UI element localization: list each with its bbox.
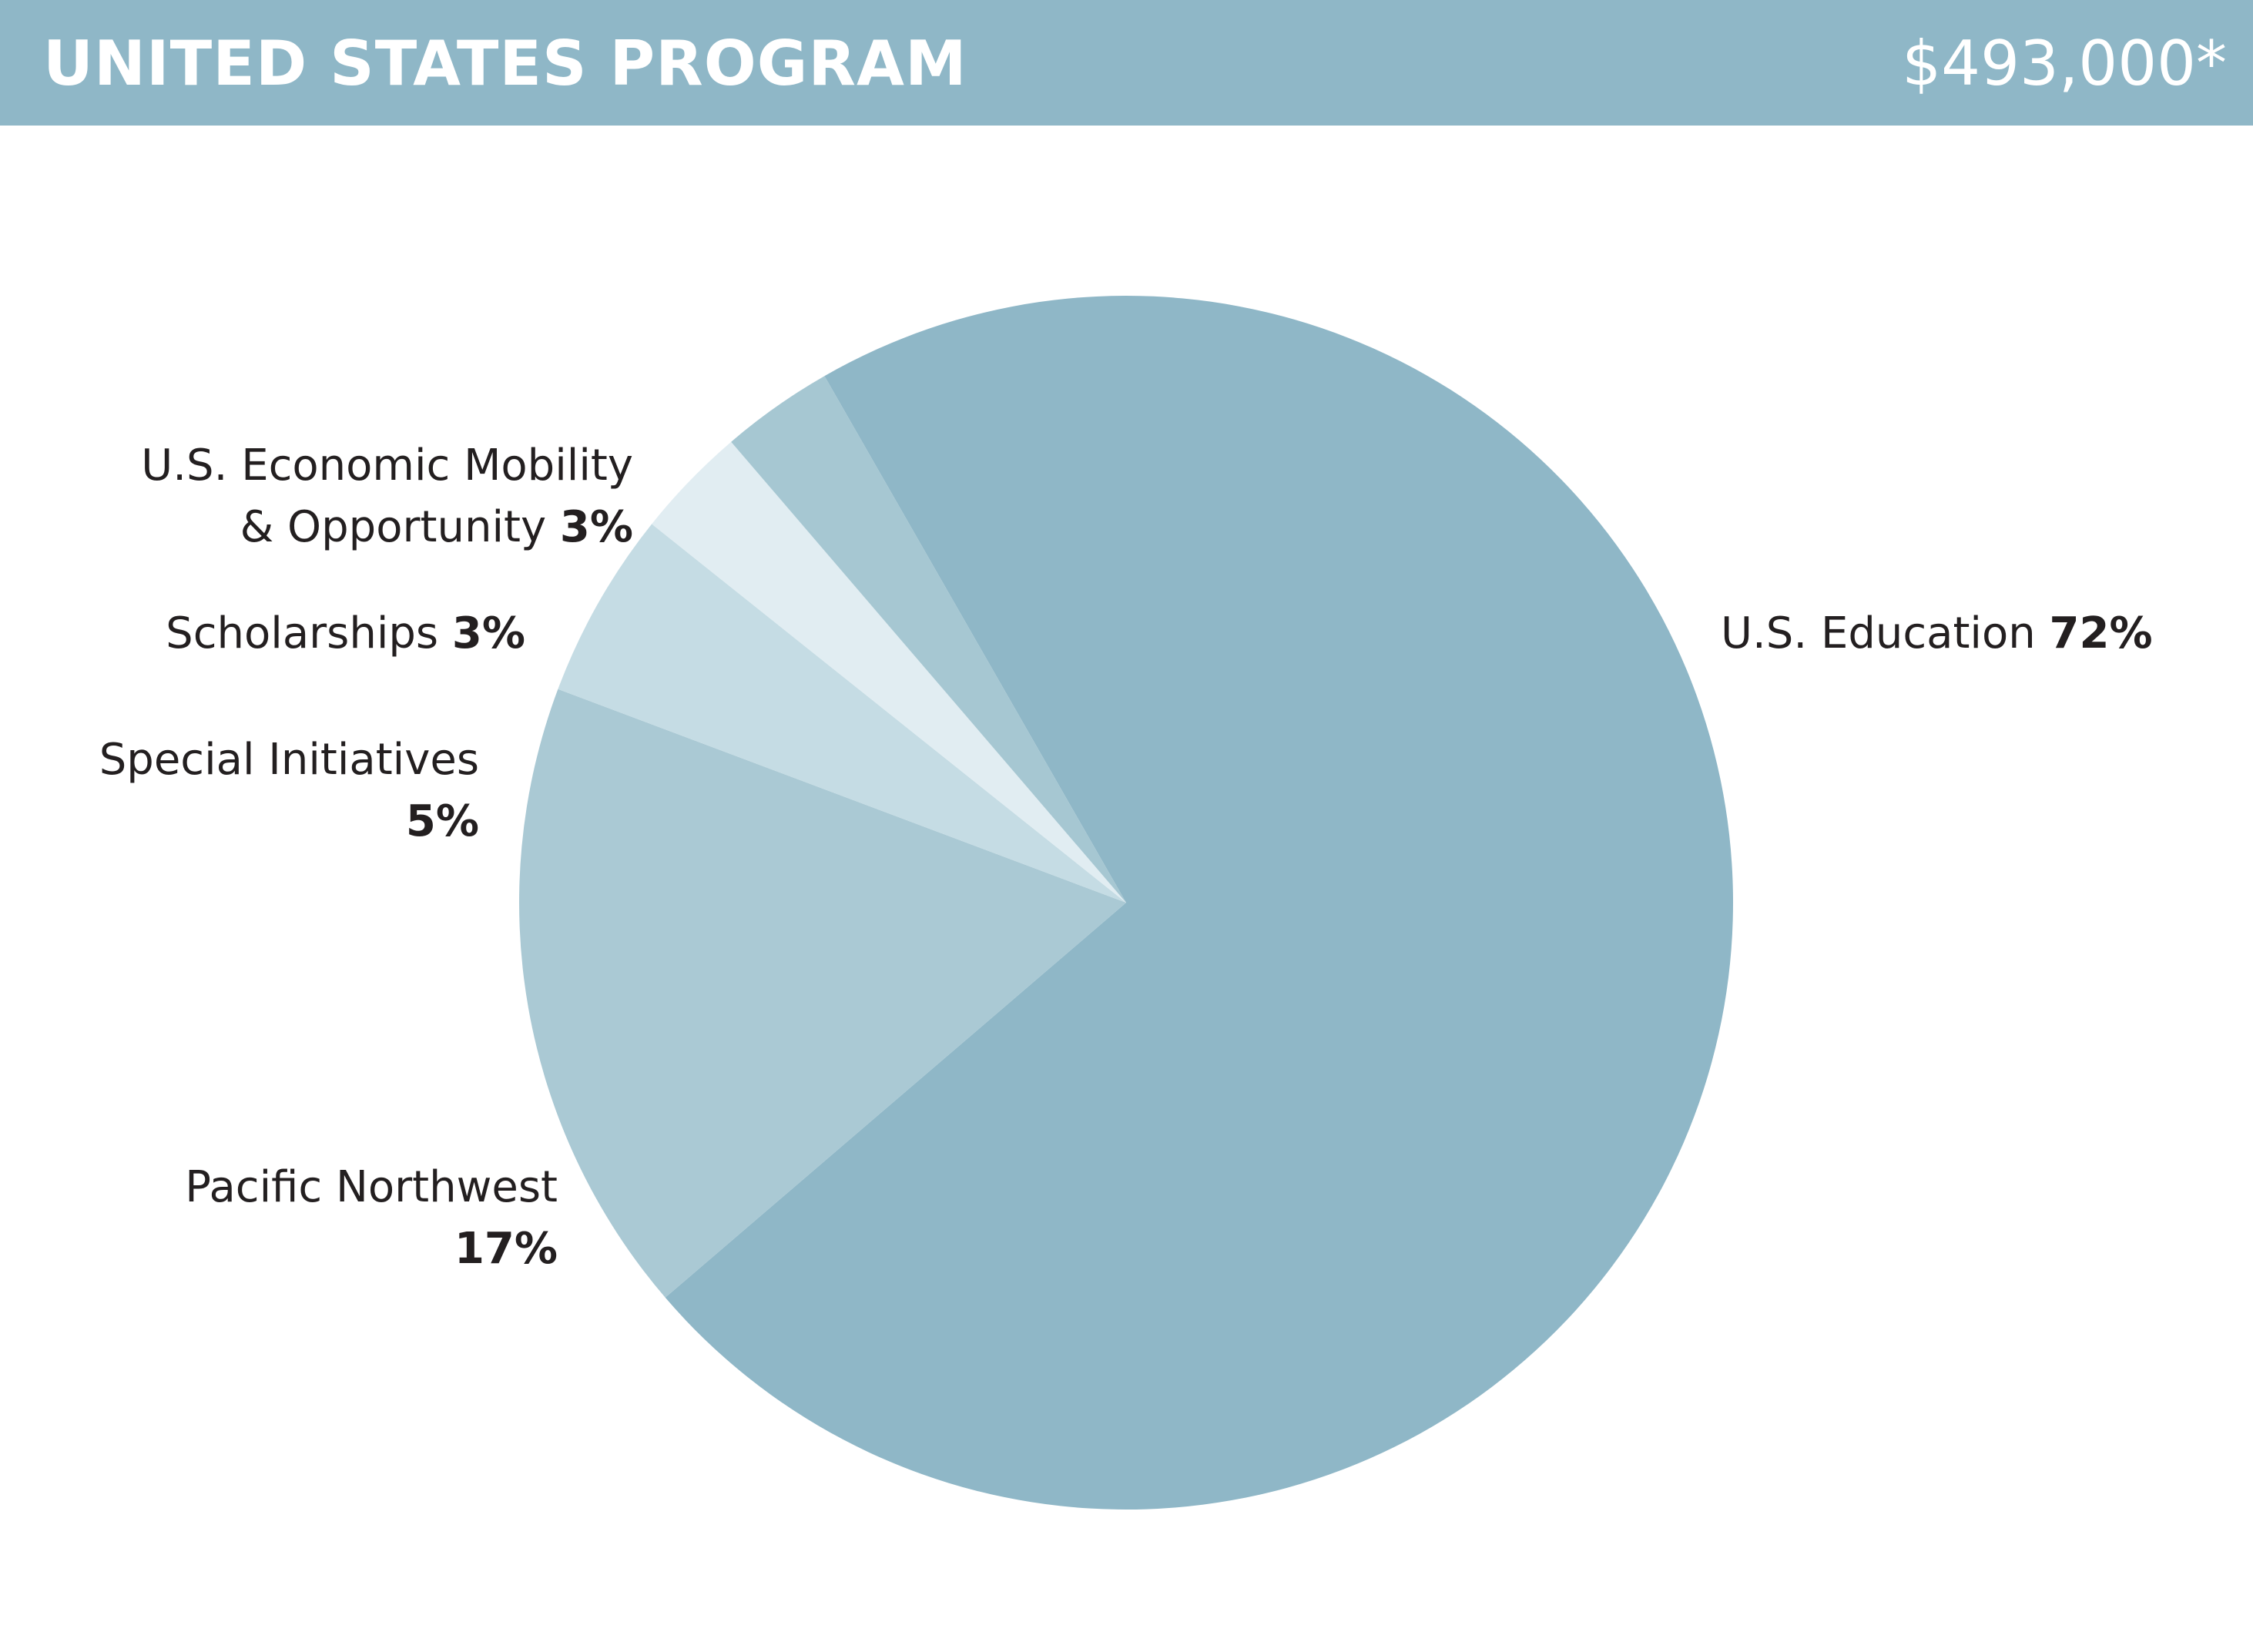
label-special-initiatives: Special Initiatives 5% (99, 729, 479, 853)
pie-slice-pacific-northwest (519, 689, 1126, 1298)
label-special-initiatives-pct: 5% (405, 796, 479, 846)
label-special-initiatives-name: Special Initiatives (99, 735, 479, 785)
header-bar: UNITED STATES PROGRAM $493,000* (0, 0, 2253, 126)
label-pacific-northwest-pct: 17% (454, 1224, 558, 1274)
label-pacific-northwest-name: Pacific Northwest (185, 1162, 558, 1212)
label-pacific-northwest: Pacific Northwest 17% (185, 1157, 558, 1280)
label-economic-mobility-pct: 3% (559, 502, 633, 552)
program-total-amount: $493,000* (1902, 28, 2227, 99)
label-economic-mobility-line2: & Opportunity (240, 502, 547, 552)
label-economic-mobility: U.S. Economic Mobility & Opportunity 3% (141, 435, 633, 558)
page-title: UNITED STATES PROGRAM (43, 28, 967, 99)
pie-slice-scholarships (652, 441, 1126, 903)
label-scholarships: Scholarships 3% (166, 603, 525, 665)
label-us-education-name: U.S. Education (1721, 608, 2036, 658)
label-scholarships-name: Scholarships (166, 608, 439, 658)
pie-slice-special-initiatives (558, 524, 1126, 903)
label-us-education: U.S. Education 72% (1721, 603, 2153, 665)
label-scholarships-pct: 3% (451, 608, 525, 658)
pie-slice-u-s-economic-mobility-opportunity (731, 376, 1126, 903)
label-us-education-pct: 72% (2049, 608, 2153, 658)
label-economic-mobility-line1: U.S. Economic Mobility (141, 441, 633, 491)
pie-slice-u-s-education (665, 296, 1733, 1510)
